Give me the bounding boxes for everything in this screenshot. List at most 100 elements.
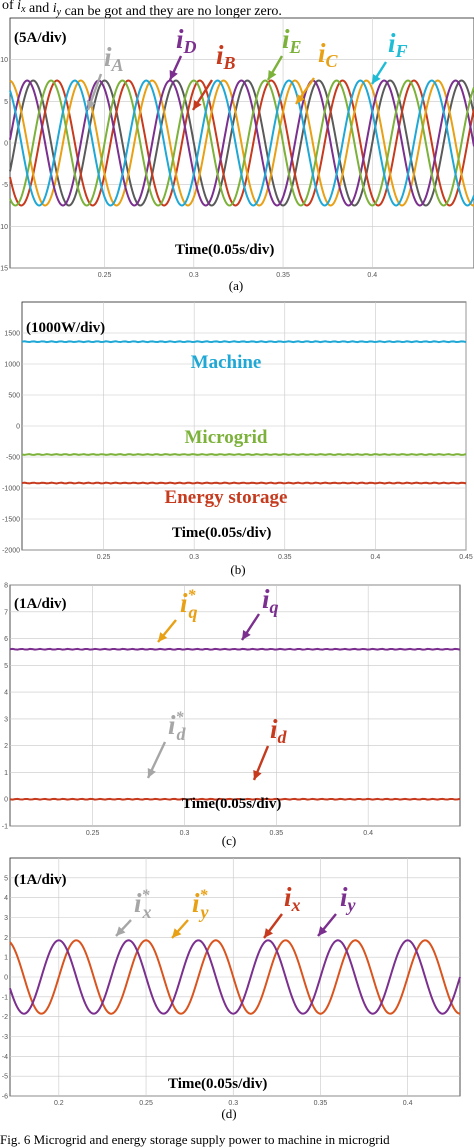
y-tick-label: 0 — [4, 975, 8, 982]
panel-label: (a) — [229, 278, 243, 293]
y-tick-label: -1000 — [2, 486, 20, 493]
series-group — [9, 79, 474, 207]
annotation-iC: iC — [295, 38, 339, 105]
arrow-head — [264, 928, 273, 938]
annotation-ix-ref: i* x — [115, 887, 152, 937]
x-tick-label: 0.3 — [189, 272, 199, 279]
scale-label: (1000W/div) — [26, 320, 105, 336]
x-tick-label: 0.35 — [278, 554, 292, 561]
y-tick-label: 1000 — [4, 362, 20, 369]
annotation-id-ref: i* d — [146, 709, 187, 779]
annotation-id: id — [252, 714, 288, 781]
annotation-label: i* q — [180, 587, 198, 622]
scale-label: (5A/div) — [14, 30, 67, 46]
series-b — [9, 79, 474, 207]
chart-panel-4: 0.2 0.25 0.3 0.35 0.4 5 4 3 2 1 0 -1 -2 -3 -4 -5 -6 (1A/d… — [2, 857, 461, 1121]
series-label: Machine — [191, 352, 262, 373]
figure-caption: Fig. 6 Microgrid and energy storage supp… — [0, 1132, 390, 1147]
annotation-iy: iy — [317, 882, 357, 937]
y-tick-label: 500 — [8, 393, 20, 400]
series-energy-storage — [21, 481, 467, 485]
series-c — [9, 79, 474, 207]
x-tick-label: 0.3 — [228, 1100, 238, 1107]
x-axis-label: Time(0.05s/div) — [182, 796, 281, 812]
arrow-head — [268, 69, 277, 80]
x-axis-label: Time(0.05s/div) — [168, 1076, 267, 1092]
arrow-head — [253, 769, 262, 780]
annotation-iE: iE — [266, 24, 302, 81]
annotation-label: id — [270, 714, 288, 747]
x-tick-label: 0.35 — [276, 272, 290, 279]
header-text: of ix and iy can be got and they are no … — [2, 0, 282, 19]
y-tick-label: -1500 — [2, 517, 20, 524]
y-tick-label: 0 — [4, 141, 8, 148]
annotation-iD: iD — [168, 24, 197, 81]
series-iq — [9, 647, 461, 651]
y-tick-label: 1 — [4, 955, 8, 962]
annotation-label: iy — [340, 882, 357, 915]
arrow-head — [193, 99, 202, 110]
y-tick-label: 5 — [4, 663, 8, 670]
y-tick-label: 5 — [4, 99, 8, 106]
series-f — [9, 79, 474, 207]
series-ix — [9, 939, 461, 1015]
y-tick-label: -2 — [2, 1014, 8, 1021]
series-group — [9, 939, 461, 1015]
y-tick-label: 1 — [4, 770, 8, 777]
series-e — [9, 79, 474, 207]
annotation-iq-ref: i* q — [157, 587, 198, 643]
series-label: Energy storage — [165, 487, 288, 508]
annotation-label: iF — [388, 28, 408, 61]
annotation-label: i* d — [168, 709, 187, 744]
arrow-head — [147, 767, 156, 778]
annotation-label: iC — [318, 38, 339, 71]
annotation-iA: iA — [86, 42, 124, 111]
y-tick-label: 4 — [4, 690, 8, 697]
series-machine — [21, 340, 467, 344]
annotation-ix: ix — [263, 882, 301, 939]
x-tick-label: 0.35 — [314, 1100, 328, 1107]
x-tick-label: 0.3 — [189, 554, 199, 561]
annotation-label: iE — [282, 24, 302, 57]
chart-panel-1: 0.25 0.3 0.35 0.4 10 5 0 -5 -10 -15 (5A/div) Time(0… — [0, 17, 474, 293]
panel-label: (c) — [222, 833, 236, 848]
y-tick-label: -4 — [2, 1054, 8, 1061]
y-tick-label: -3 — [2, 1034, 8, 1041]
annotation-label: iD — [176, 24, 197, 57]
arrow-head — [318, 926, 328, 936]
x-axis-label: Time(0.05s/div) — [175, 242, 274, 258]
arrow-head — [172, 928, 182, 938]
grid — [10, 858, 460, 1097]
arrow-head — [296, 94, 305, 104]
x-tick-label: 0.45 — [459, 554, 473, 561]
series-id — [9, 797, 461, 801]
y-tick-label: -15 — [0, 266, 8, 273]
x-tick-label: 0.25 — [98, 272, 112, 279]
x-tick-label: 0.2 — [54, 1100, 64, 1107]
arrow-head — [86, 100, 96, 110]
arrow-head — [158, 632, 168, 642]
arrow-head — [242, 630, 251, 640]
annotation-label: iq — [262, 584, 279, 617]
y-tick-label: -2000 — [2, 548, 20, 555]
y-tick-label: -6 — [2, 1094, 8, 1101]
arrow-head — [169, 69, 178, 80]
series-microgrid — [21, 453, 467, 456]
y-tick-label: 2 — [4, 743, 8, 750]
series-group — [9, 647, 461, 801]
y-tick-label: 3 — [4, 716, 8, 723]
x-tick-label: 0.3 — [180, 830, 190, 837]
panel-label: (b) — [230, 562, 245, 577]
arrow-head — [116, 926, 126, 936]
grid — [22, 302, 467, 551]
annotation-label: iA — [104, 42, 124, 75]
annotation-iB: iB — [191, 40, 236, 111]
plot-frame — [9, 584, 461, 827]
series-a — [9, 79, 474, 207]
annotation-label: iB — [216, 40, 236, 73]
x-axis-label: Time(0.05s/div) — [172, 525, 271, 541]
series-iy — [9, 939, 461, 1015]
scale-label: (1A/div) — [14, 872, 67, 888]
y-tick-label: 8 — [4, 583, 8, 590]
y-tick-label: -10 — [0, 224, 8, 231]
